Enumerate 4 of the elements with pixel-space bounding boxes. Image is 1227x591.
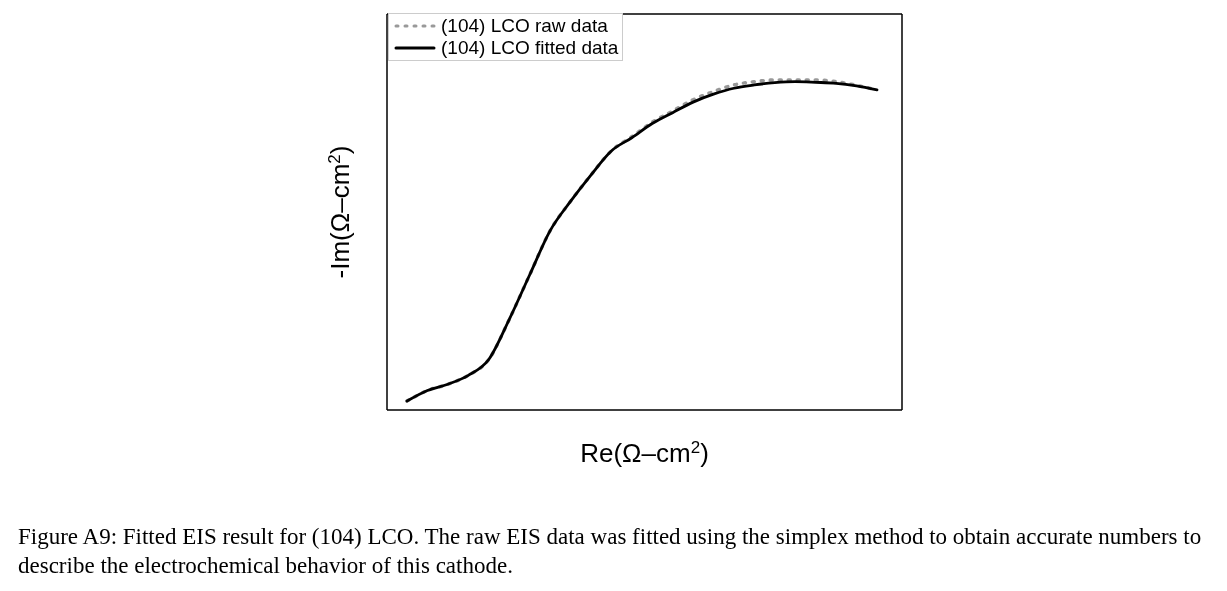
- legend-label: (104) LCO raw data: [441, 15, 608, 37]
- x-axis-title: Re(Ω–cm$^{2}$): [580, 437, 709, 468]
- caption: Figure A9: Fitted EIS result for (104) LCO. The raw EIS data was fitted using the simplex method to obtain accurate numbers to describe the electrochemical behavior of this cathode.: [17, 523, 1203, 580]
- legend-label: (104) LCO fitted data: [441, 37, 619, 59]
